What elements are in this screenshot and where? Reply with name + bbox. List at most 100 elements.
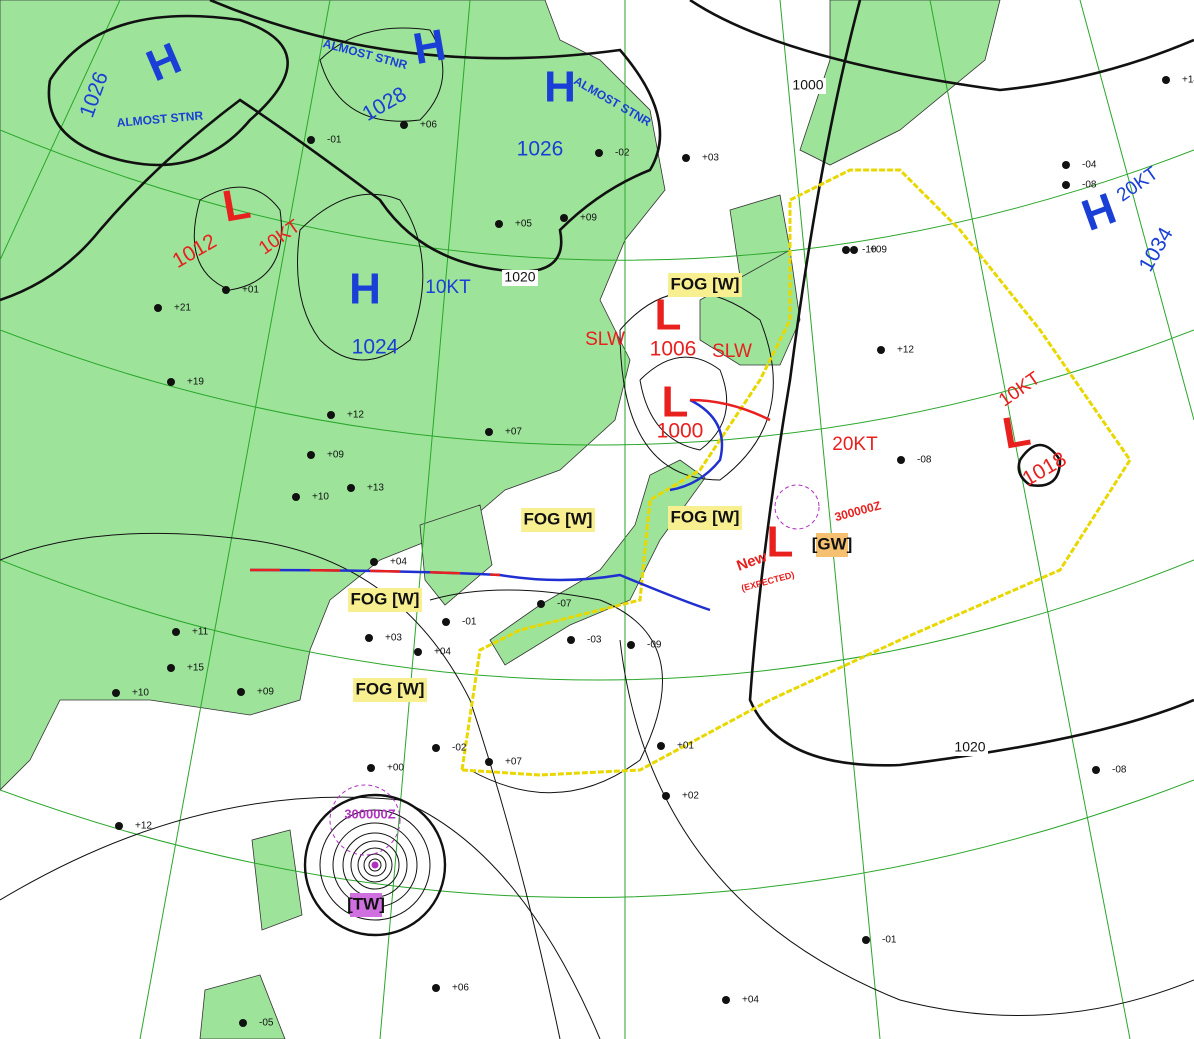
- isobar: [619, 639, 1194, 1017]
- station-value: +06: [420, 120, 437, 131]
- station-value: +11: [192, 627, 209, 638]
- movement-speed: 20KT: [832, 434, 878, 455]
- isobar-label-bg: [952, 740, 988, 756]
- station-marker: [307, 136, 315, 144]
- warning-label: FOG [W]: [351, 589, 420, 608]
- isobar: [429, 589, 663, 794]
- typhoon-isobar: [319, 809, 431, 921]
- taiwan: [251, 829, 303, 931]
- station-marker: [627, 641, 635, 649]
- isobar-label: 1000: [792, 77, 823, 93]
- stationary-front-warm: [249, 568, 501, 577]
- station-value: +13: [367, 483, 384, 494]
- station-marker: [560, 214, 568, 222]
- korea: [419, 504, 493, 606]
- typhoon-isobar: [303, 793, 447, 937]
- station-marker: [657, 742, 665, 750]
- station-marker: [1162, 76, 1170, 84]
- isobar-label-bg: [502, 270, 538, 286]
- station-value: +09: [580, 213, 597, 224]
- station-value: -01: [327, 135, 342, 146]
- station-marker: [722, 996, 730, 1004]
- station-value: -08: [1082, 180, 1097, 191]
- station-marker: [112, 689, 120, 697]
- system-letter: L: [662, 378, 689, 427]
- station-value: +10: [312, 492, 329, 503]
- station-value: -07: [557, 599, 572, 610]
- station-marker: [1092, 766, 1100, 774]
- typhoon-isobar: [368, 858, 382, 872]
- station-value: +07: [505, 427, 522, 438]
- isobar: [193, 186, 282, 291]
- station-marker: [567, 636, 575, 644]
- station-value: -01: [462, 617, 477, 628]
- station-marker: [662, 792, 670, 800]
- station-marker: [292, 493, 300, 501]
- latitude-line: [0, 559, 1194, 681]
- cold-front: [669, 398, 724, 492]
- philippines: [199, 974, 286, 1039]
- station-marker: [682, 154, 690, 162]
- system-letter: H: [349, 265, 381, 314]
- station-value: +21: [174, 303, 191, 314]
- warning-label: FOG [W]: [671, 507, 740, 526]
- isobar: [748, 0, 1194, 767]
- longitude-line: [1079, 0, 1194, 421]
- station-marker: [167, 378, 175, 386]
- warning-box: [668, 273, 742, 297]
- warning-box: [350, 893, 382, 917]
- warning-label: FOG [W]: [671, 274, 740, 293]
- isobar: [689, 0, 1194, 92]
- central-pressure: 1000: [657, 420, 704, 443]
- isobar: [0, 0, 662, 302]
- forecast-circle: [329, 784, 401, 856]
- station-marker: [115, 822, 123, 830]
- system-letter: L: [767, 518, 794, 567]
- station-marker: [850, 246, 858, 254]
- station-value: +03: [702, 153, 719, 164]
- station-value: +04: [434, 647, 451, 658]
- station-marker: [222, 286, 230, 294]
- station-marker: [595, 149, 603, 157]
- land: [0, 0, 1001, 1039]
- station-marker: [167, 664, 175, 672]
- station-value: -10: [862, 245, 877, 256]
- station-marker: [877, 346, 885, 354]
- isobar: [1017, 443, 1062, 488]
- longitude-line: [139, 0, 331, 1039]
- isobar-label: 1020: [504, 269, 535, 285]
- station-value: -02: [615, 148, 630, 159]
- forecast-circle: [774, 484, 820, 530]
- station-marker: [237, 688, 245, 696]
- station-value: +19: [187, 377, 204, 388]
- warning-label: FOG [W]: [524, 509, 593, 528]
- station-marker: [485, 758, 493, 766]
- station-value: +06: [452, 983, 469, 994]
- station-marker: [442, 618, 450, 626]
- warning-box: [353, 678, 427, 702]
- warm-front: [689, 398, 771, 422]
- warning-label: [TW]: [347, 894, 385, 913]
- station-value: +01: [242, 285, 259, 296]
- central-pressure: 1026: [517, 138, 564, 161]
- station-marker: [347, 484, 355, 492]
- isobar: [297, 193, 424, 361]
- station-marker: [842, 246, 850, 254]
- isobar: [319, 27, 444, 122]
- station-value: -02: [452, 743, 467, 754]
- station-marker: [537, 600, 545, 608]
- stationary-front: [249, 568, 711, 612]
- station-value: +00: [387, 763, 404, 774]
- system-letter: H: [544, 63, 576, 112]
- station-value: +07: [505, 757, 522, 768]
- station-value: -08: [917, 455, 932, 466]
- central-pressure: 1006: [650, 338, 697, 361]
- station-marker: [862, 936, 870, 944]
- warning-box: [348, 588, 422, 612]
- station-value: +04: [390, 557, 407, 568]
- station-marker: [400, 121, 408, 129]
- station-value: +10: [132, 688, 149, 699]
- station-value: +09: [257, 687, 274, 698]
